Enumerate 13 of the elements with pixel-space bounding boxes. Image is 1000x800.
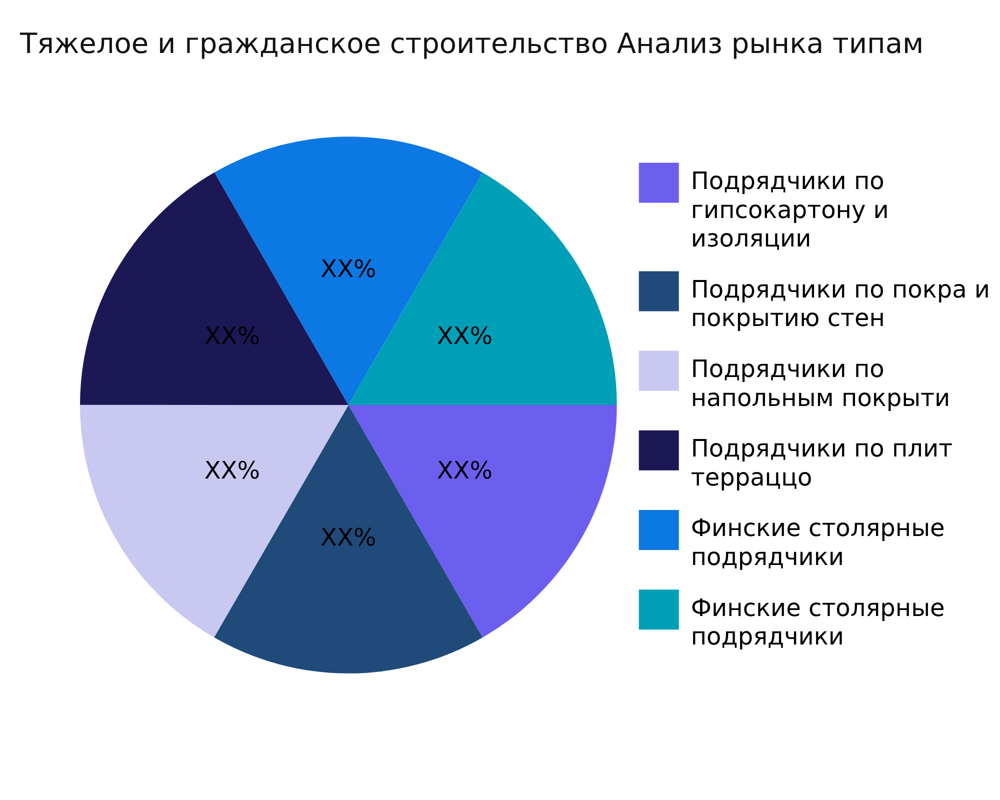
data-label: XX% bbox=[320, 524, 376, 552]
legend-label: Финские столярные подрядчики bbox=[690, 514, 945, 572]
data-label: XX% bbox=[436, 322, 493, 350]
data-label: XX% bbox=[320, 255, 376, 284]
legend-label: Подрядчики по покра и покрытию стен bbox=[690, 276, 990, 332]
data-label: XX% bbox=[204, 456, 260, 484]
chart-title: Тяжелое и гражданское строительство Анализ рынка типам bbox=[18, 26, 925, 60]
legend-label: Подрядчики по напольным покрыти bbox=[690, 355, 950, 412]
data-label: XX% bbox=[436, 456, 493, 485]
legend-label: Подрядчики по плит терраццо bbox=[690, 434, 953, 492]
data-label: XX% bbox=[204, 322, 260, 350]
legend-label: Финские столярные подрядчики bbox=[690, 594, 945, 651]
legend-label: Подрядчики по гипсокартону и изоляции bbox=[690, 167, 889, 253]
